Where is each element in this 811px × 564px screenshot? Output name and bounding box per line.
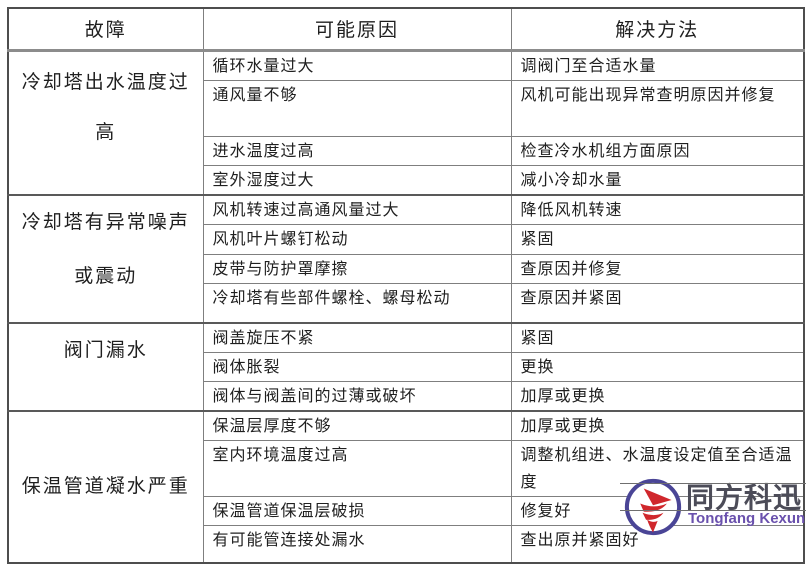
cause-cell: 皮带与防护罩摩擦 [202, 253, 512, 285]
fault-label-pipe-condensation: 保温管道凝水严重 [7, 410, 204, 563]
solution-cell: 减小冷却水量 [510, 164, 805, 195]
solution-cell: 调整机组进、水温度设定值至合适温度 [510, 440, 805, 497]
brand-name-en: Tongfang Kexun [688, 510, 806, 527]
cause-cell: 循环水量过大 [202, 49, 512, 81]
solution-cell: 更换 [510, 351, 805, 382]
header-cause: 可能原因 [202, 7, 512, 52]
fault-label-cooling-outlet-temp: 冷却塔出水温度过 高 [7, 49, 204, 195]
fault-label-line: 或震动 [74, 265, 138, 287]
cause-cell: 室内环境温度过高 [202, 440, 512, 497]
table-row: 皮带与防护罩摩擦 查原因并修复 [8, 253, 805, 285]
fault-label-line: 冷却塔出水温度过 [21, 71, 190, 93]
tongfang-swoosh-icon [624, 478, 682, 536]
cause-cell: 风机叶片螺钉松动 [202, 224, 512, 255]
solution-cell: 检查冷水机组方面原因 [510, 135, 805, 166]
table-row: 保温管道凝水严重 保温层厚度不够 加厚或更换 [7, 410, 805, 563]
table-row: 冷却塔出水温度过 高 循环水量过大 调阀门至合适水量 [7, 49, 805, 195]
watermark-logo: 同方科迅 Tongfang Kexun [620, 468, 806, 548]
cause-cell: 有可能管连接处漏水 [202, 525, 512, 563]
cause-cell: 冷却塔有些部件螺栓、螺母松动 [202, 283, 512, 323]
cause-cell: 风机转速过高通风量过大 [202, 193, 512, 226]
solution-cell: 加厚或更换 [510, 380, 805, 412]
fault-label-line: 冷却塔有异常噪声 [21, 211, 190, 233]
table-row: 室内环境温度过高 调整机组进、水温度设定值至合适温度 [8, 440, 805, 497]
cause-cell: 保温管道保温层破损 [202, 496, 512, 526]
solution-cell: 查原因并修复 [510, 253, 805, 285]
table-row: 阀门漏水 阀盖旋压不紧 紧固 [7, 321, 805, 412]
table-gridline-overlay [620, 483, 806, 484]
solution-cell: 降低风机转速 [510, 193, 805, 226]
fault-label-valve-leak: 阀门漏水 [7, 321, 204, 412]
cause-cell: 阀体胀裂 [202, 351, 512, 382]
table-header-row: 故障 可能原因 解决方法 [7, 7, 805, 52]
fault-label-line: 保温管道凝水严重 [21, 475, 190, 497]
solution-cell: 查原因并紧固 [510, 283, 805, 323]
solution-cell: 调阀门至合适水量 [510, 49, 805, 81]
cause-cell: 通风量不够 [202, 79, 512, 137]
cause-cell: 室外湿度过大 [202, 164, 512, 195]
fault-label-abnormal-noise: 冷却塔有异常噪声 或震动 [7, 193, 204, 323]
table-row: 室外湿度过大 减小冷却水量 [8, 164, 805, 195]
fault-label-line: 阀门漏水 [63, 339, 148, 361]
header-solution: 解决方法 [510, 7, 805, 52]
cause-cell: 进水温度过高 [202, 135, 512, 166]
fault-label-line: 高 [95, 121, 117, 143]
solution-cell: 紧固 [510, 321, 805, 353]
table-row: 冷却塔有异常噪声 或震动 风机转速过高通风量过大 降低风机转速 [7, 193, 805, 323]
cause-cell: 阀盖旋压不紧 [202, 321, 512, 353]
cause-cell: 阀体与阀盖间的过薄或破坏 [202, 380, 512, 412]
table-row: 阀体与阀盖间的过薄或破坏 加厚或更换 [8, 380, 805, 412]
solution-cell: 紧固 [510, 224, 805, 255]
header-fault: 故障 [7, 7, 204, 52]
table-row: 通风量不够 风机可能出现异常查明原因并修复 [8, 79, 805, 137]
cause-cell: 保温层厚度不够 [202, 410, 512, 441]
table-gridline-overlay [620, 510, 806, 511]
solution-cell: 加厚或更换 [510, 410, 805, 441]
solution-cell: 风机可能出现异常查明原因并修复 [510, 79, 805, 137]
table-row: 进水温度过高 检查冷水机组方面原因 [8, 135, 805, 166]
brand-name-cn: 同方科迅 [686, 483, 803, 514]
fault-troubleshooting-table: 故障 可能原因 解决方法 冷却塔出水温度过 高 循环水量过大 调阀门至合适水量 … [7, 7, 805, 564]
